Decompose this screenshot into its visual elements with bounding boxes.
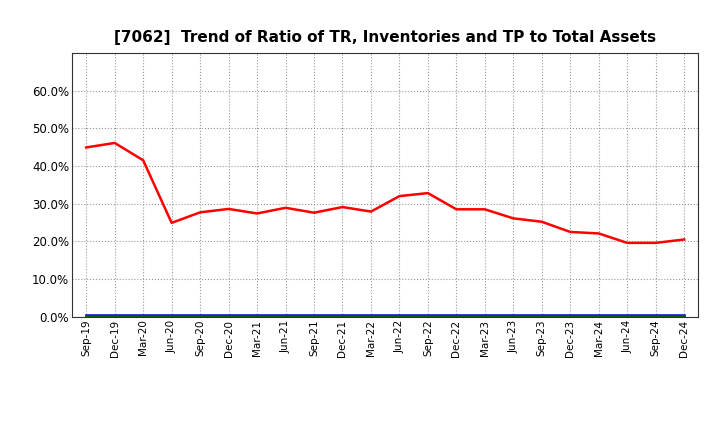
- Inventories: [537, 313, 546, 318]
- Trade Payables: [310, 314, 318, 319]
- Trade Receivables: [139, 158, 148, 163]
- Trade Payables: [82, 314, 91, 319]
- Trade Receivables: [509, 216, 518, 221]
- Trade Receivables: [595, 231, 603, 236]
- Trade Receivables: [680, 237, 688, 242]
- Trade Payables: [253, 314, 261, 319]
- Trade Payables: [139, 314, 148, 319]
- Inventories: [395, 313, 404, 318]
- Trade Payables: [566, 314, 575, 319]
- Inventories: [167, 313, 176, 318]
- Inventories: [595, 313, 603, 318]
- Trade Payables: [595, 314, 603, 319]
- Trade Receivables: [225, 206, 233, 212]
- Trade Receivables: [253, 211, 261, 216]
- Inventories: [196, 313, 204, 318]
- Trade Receivables: [452, 207, 461, 212]
- Trade Payables: [480, 314, 489, 319]
- Trade Payables: [509, 314, 518, 319]
- Trade Receivables: [480, 207, 489, 212]
- Trade Receivables: [310, 210, 318, 215]
- Inventories: [566, 313, 575, 318]
- Trade Receivables: [167, 220, 176, 226]
- Trade Receivables: [82, 145, 91, 150]
- Inventories: [110, 313, 119, 318]
- Inventories: [423, 313, 432, 318]
- Line: Trade Receivables: Trade Receivables: [86, 143, 684, 243]
- Trade Receivables: [338, 205, 347, 210]
- Title: [7062]  Trend of Ratio of TR, Inventories and TP to Total Assets: [7062] Trend of Ratio of TR, Inventories…: [114, 29, 656, 45]
- Trade Receivables: [623, 240, 631, 246]
- Trade Payables: [680, 314, 688, 319]
- Inventories: [82, 313, 91, 318]
- Inventories: [225, 313, 233, 318]
- Inventories: [253, 313, 261, 318]
- Inventories: [310, 313, 318, 318]
- Trade Receivables: [537, 219, 546, 224]
- Trade Payables: [225, 314, 233, 319]
- Trade Receivables: [282, 205, 290, 210]
- Trade Receivables: [366, 209, 375, 214]
- Trade Receivables: [196, 210, 204, 215]
- Trade Receivables: [423, 191, 432, 196]
- Trade Receivables: [110, 140, 119, 146]
- Trade Payables: [623, 314, 631, 319]
- Trade Payables: [652, 314, 660, 319]
- Trade Payables: [338, 314, 347, 319]
- Inventories: [366, 313, 375, 318]
- Inventories: [623, 313, 631, 318]
- Trade Payables: [196, 314, 204, 319]
- Trade Receivables: [652, 240, 660, 246]
- Trade Payables: [537, 314, 546, 319]
- Trade Payables: [395, 314, 404, 319]
- Inventories: [680, 313, 688, 318]
- Inventories: [282, 313, 290, 318]
- Trade Payables: [282, 314, 290, 319]
- Trade Payables: [366, 314, 375, 319]
- Trade Receivables: [395, 194, 404, 199]
- Inventories: [452, 313, 461, 318]
- Inventories: [652, 313, 660, 318]
- Inventories: [509, 313, 518, 318]
- Inventories: [338, 313, 347, 318]
- Inventories: [480, 313, 489, 318]
- Trade Payables: [167, 314, 176, 319]
- Trade Payables: [452, 314, 461, 319]
- Trade Payables: [110, 314, 119, 319]
- Trade Payables: [423, 314, 432, 319]
- Trade Receivables: [566, 229, 575, 235]
- Inventories: [139, 313, 148, 318]
